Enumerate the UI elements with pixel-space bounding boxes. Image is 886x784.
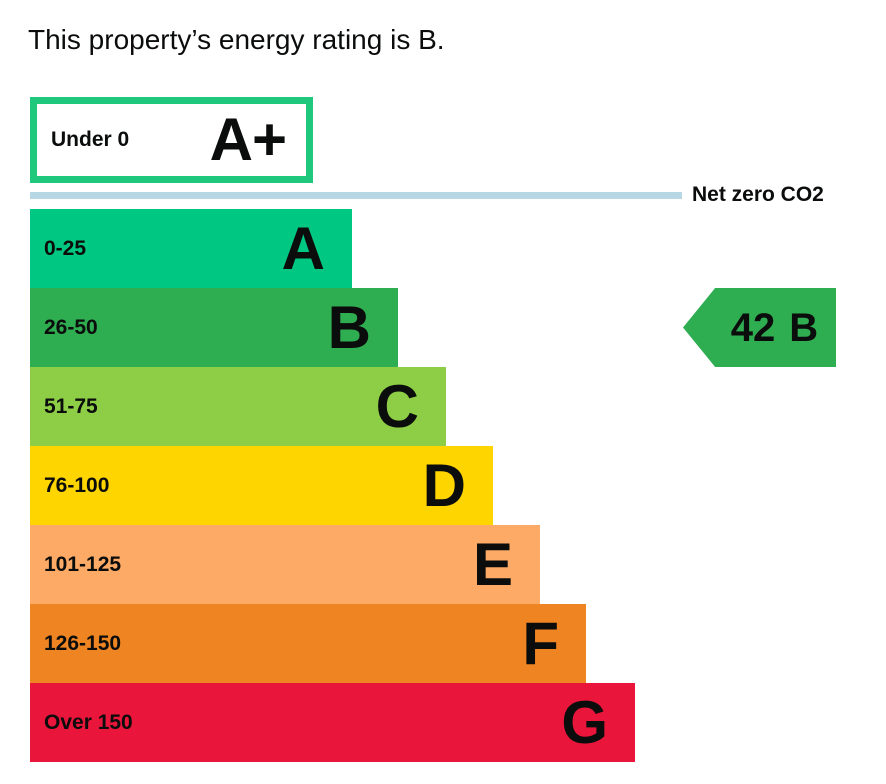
rating-indicator: 42 B (683, 288, 836, 367)
band-range-label: 51-75 (44, 394, 98, 418)
rating-value: 42 (730, 305, 776, 350)
band-letter: A (281, 214, 325, 282)
net-zero-line (30, 192, 682, 199)
band-row: 26-50 B (30, 288, 398, 367)
bands: 0-25 A 26-50 B 51-75 C 76-100 D 101-125 … (30, 209, 635, 762)
band-letter: E (472, 530, 513, 598)
band-range-label: 126-150 (44, 631, 122, 655)
band-letter: F (522, 609, 559, 677)
band-letter: G (561, 688, 608, 756)
band-letter: C (375, 372, 419, 440)
band-range-label: 101-125 (44, 552, 122, 576)
band-range-label: 76-100 (44, 473, 110, 497)
band-row: Over 150 G (30, 683, 635, 762)
rating-band-letter: B (789, 305, 819, 350)
band-row: 126-150 F (30, 604, 586, 683)
band-row: 76-100 D (30, 446, 493, 525)
band-range-label: Over 150 (44, 710, 133, 734)
band-row: 0-25 A (30, 209, 352, 288)
page-title: This property’s energy rating is B. (28, 24, 445, 55)
band-row: 101-125 E (30, 525, 540, 604)
band-range-label: 0-25 (44, 236, 87, 260)
band-letter: B (327, 293, 371, 361)
net-zero-label: Net zero CO2 (692, 183, 824, 206)
band-letter: A+ (209, 106, 287, 173)
band-range-label: Under 0 (51, 128, 130, 151)
band-letter: D (422, 451, 466, 519)
band-a-plus: Under 0 A+ (30, 97, 313, 183)
band-row: 51-75 C (30, 367, 446, 446)
band-range-label: 26-50 (44, 315, 98, 339)
